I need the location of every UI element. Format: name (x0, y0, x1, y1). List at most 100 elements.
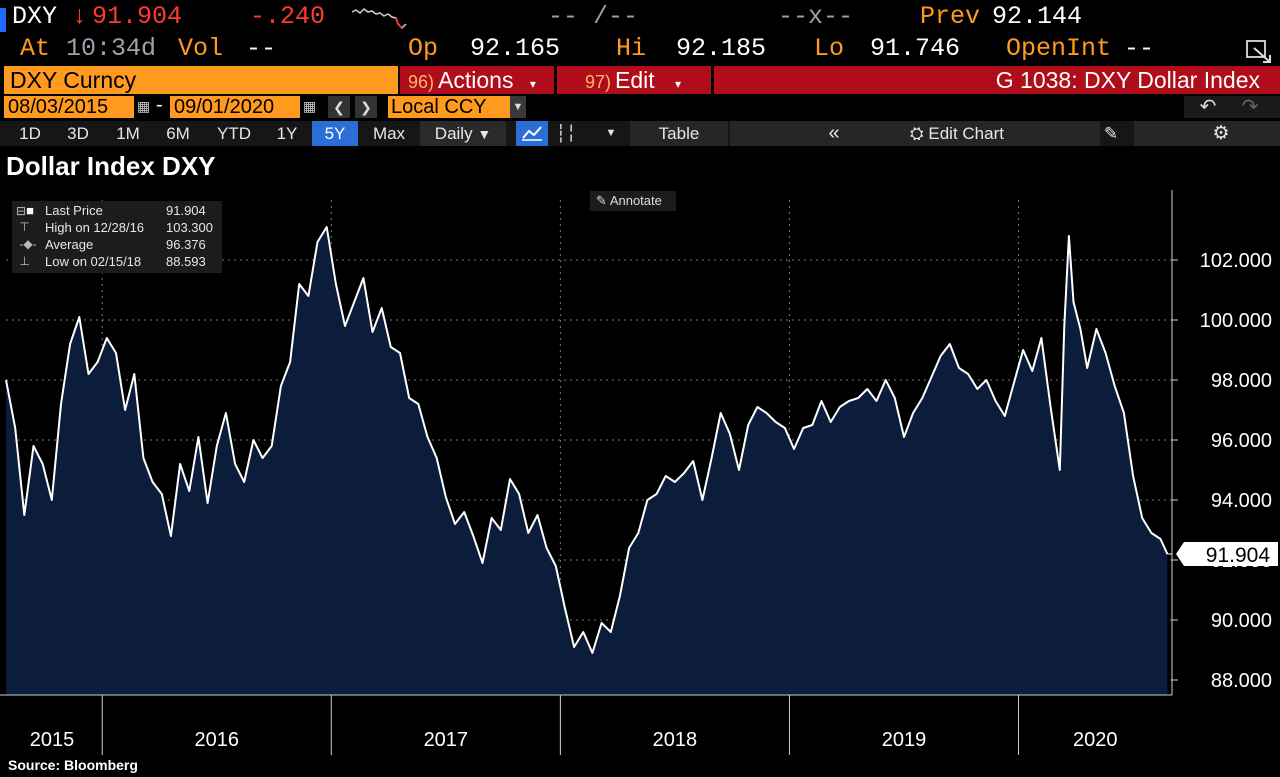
down-arrow-icon: ↓ (72, 2, 88, 31)
next-period-button[interactable]: ❯ (355, 96, 377, 118)
y-tick-label: 96.000 (1211, 430, 1272, 452)
x-tick-label: 2018 (653, 729, 698, 751)
edit-chevron-down-icon: ▾ (675, 77, 682, 91)
x-tick-label: 2015 (30, 729, 75, 751)
quote-row-secondary: At 10:34d Vol -- Op 92.165 Hi 92.185 Lo … (0, 34, 1280, 66)
y-tick-label: 102.000 (1200, 250, 1272, 272)
legend-row-high: ⊤ High on 12/28/16 103.300 (12, 219, 222, 236)
start-date-input[interactable]: 08/03/2015 (4, 96, 134, 118)
page-title-text: G 1038: DXY Dollar Index (995, 67, 1260, 93)
edit-band (730, 121, 1100, 146)
edit-chart-icon: ⛭ (910, 124, 924, 143)
range-1y-button[interactable]: 1Y (276, 124, 298, 143)
annotate-label: Annotate (609, 193, 662, 208)
chart-title: Dollar Index DXY (6, 151, 216, 181)
calendar-icon[interactable]: ▦ (137, 98, 151, 114)
annotate-button[interactable]: ✎ Annotate (590, 191, 676, 211)
undo-redo-group (1184, 96, 1280, 118)
page-title: G 1038: DXY Dollar Index (714, 66, 1280, 94)
bid-ask-size: --x-- (778, 2, 854, 31)
legend-value-last: 91.904 (166, 203, 206, 218)
chart-type-chevron-icon[interactable]: ▼ (605, 127, 617, 139)
range-6m-button[interactable]: 6M (166, 124, 190, 143)
legend-label-last: Last Price (45, 203, 103, 218)
ticker: DXY (12, 2, 58, 31)
open-interest-label: OpenInt (1006, 34, 1112, 63)
last-price-label: 91.904 (1206, 544, 1271, 567)
edit-menu[interactable]: 97) Edit ▾ (557, 66, 711, 94)
calendar-icon[interactable]: ▦ (303, 98, 317, 114)
prev-period-button[interactable]: ❮ (328, 96, 350, 118)
legend-average-marker-icon: -◆- (16, 237, 37, 251)
edit-number: 97) (585, 72, 612, 92)
last-price-tag: 91.904 (1167, 542, 1278, 567)
menu-bar: DXY Curncy 96) Actions ▾ 97) Edit ▾ G 1038… (0, 66, 1280, 94)
popout-icon[interactable] (1244, 38, 1274, 64)
open-label: Op (408, 34, 439, 63)
range-1m-button[interactable]: 1M (116, 124, 140, 143)
y-tick-label: 98.000 (1211, 370, 1272, 392)
legend-label-high: High on 12/28/16 (45, 220, 145, 235)
last-price: 91.904 (92, 2, 183, 31)
end-date-value: 09/01/2020 (174, 96, 275, 118)
pencil-icon[interactable]: ✎ (1103, 124, 1119, 143)
legend-low-marker-icon: ⊥ (16, 254, 30, 268)
range-5y-button[interactable]: 5Y (312, 121, 358, 146)
source-note: Source: Bloomberg (8, 757, 138, 773)
gear-icon[interactable]: ⚙ (1212, 123, 1230, 144)
chevron-down-icon[interactable]: ▼ (510, 96, 526, 118)
security-flag-icon (0, 8, 6, 32)
actions-chevron-down-icon: ▾ (529, 77, 536, 91)
y-axis: 88.00090.00092.00094.00096.00098.000100.… (0, 190, 1272, 696)
annotate-pencil-icon: ✎ (596, 193, 607, 208)
chart-legend[interactable]: ⊟■ Last Price 91.904 ⊤ High on 12/28/16 … (12, 201, 222, 273)
vol-label: Vol (178, 34, 224, 63)
last-time: 10:34d (66, 34, 157, 63)
legend-value-low: 88.593 (166, 254, 206, 269)
table-button[interactable]: Table (658, 124, 700, 143)
range-max-button[interactable]: Max (372, 124, 406, 143)
frequency-value: Daily (434, 124, 473, 143)
x-axis: 2015 2016 2017 2018 2019 2020 (30, 695, 1118, 755)
date-separator: - (156, 94, 163, 116)
prev-label: Prev (920, 2, 981, 31)
open-interest: -- (1124, 34, 1155, 63)
security-name: DXY Curncy (10, 67, 137, 93)
chart-toolbar: 1D 3D 1M 6M YTD 1Y 5Y Max Daily ▼ ┆╎ ▼ T… (0, 121, 1280, 146)
y-tick-label: 90.000 (1211, 610, 1272, 632)
legend-label-low: Low on 02/15/18 (45, 254, 142, 269)
currency-select[interactable]: Local CCY (388, 96, 512, 118)
legend-row-low: ⊥ Low on 02/15/18 88.593 (12, 253, 222, 270)
prev-close: 92.144 (992, 2, 1083, 31)
end-date-input[interactable]: 09/01/2020 (170, 96, 300, 118)
line-chart-icon[interactable] (516, 121, 548, 146)
ohlc-bars-icon[interactable]: ┆╎ (555, 124, 577, 143)
chevron-down-icon: ▼ (477, 126, 492, 142)
security-field[interactable]: DXY Curncy (4, 66, 398, 94)
actions-menu[interactable]: 96) Actions ▾ (400, 66, 554, 94)
legend-value-high: 103.300 (166, 220, 213, 235)
low-price: 91.746 (870, 34, 961, 63)
x-tick-label: 2020 (1073, 729, 1118, 751)
legend-high-marker-icon: ⊤ (16, 220, 30, 234)
legend-label-average: Average (45, 237, 94, 252)
high-price: 92.185 (676, 34, 767, 63)
intraday-sparkline (351, 8, 407, 30)
price-chart[interactable]: 88.00090.00092.00094.00096.00098.000100.… (0, 180, 1280, 757)
settings-band (1134, 121, 1280, 146)
frequency-select[interactable]: Daily ▼ (420, 121, 506, 146)
legend-row-last: ⊟■ Last Price 91.904 (12, 202, 222, 219)
volume: -- (246, 34, 277, 63)
edit-label: Edit (615, 67, 655, 93)
actions-label: Actions (438, 67, 514, 93)
y-tick-label: 94.000 (1211, 490, 1272, 512)
range-ytd-button[interactable]: YTD (217, 124, 251, 143)
redo-icon[interactable]: ↷ (1241, 96, 1259, 118)
collapse-icon[interactable]: « (828, 122, 840, 144)
range-3d-button[interactable]: 3D (67, 124, 89, 143)
legend-square-icon: ⊟■ (16, 203, 34, 218)
undo-icon[interactable]: ↶ (1199, 96, 1217, 118)
low-label: Lo (814, 34, 845, 63)
range-1d-button[interactable]: 1D (19, 124, 41, 143)
edit-chart-button[interactable]: ⛭ Edit Chart (892, 121, 1022, 146)
